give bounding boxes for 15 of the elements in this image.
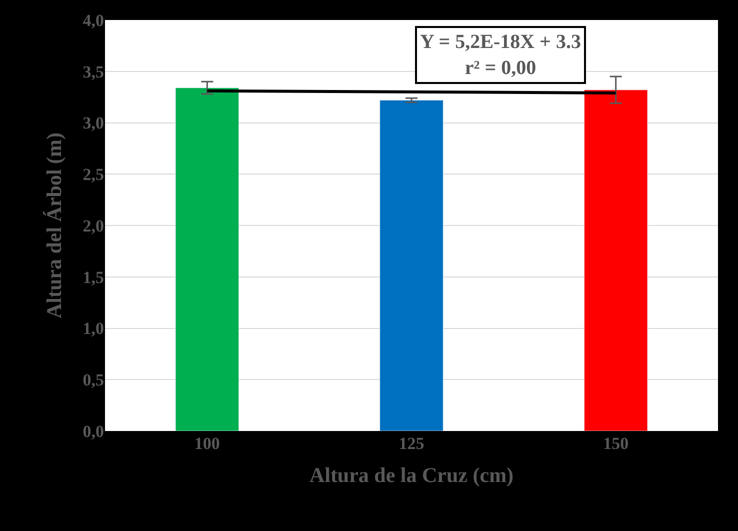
y-axis-title: Altura del Árbol (m): [42, 132, 66, 319]
y-tick-label: 2,5: [82, 165, 104, 184]
y-tick-label: 0,5: [82, 370, 104, 390]
y-tick-label: 1,5: [82, 268, 104, 287]
x-axis-title: Altura de la Cruz (cm): [309, 463, 514, 488]
x-tick-label: 100: [194, 434, 220, 453]
y-tick-label: 2,0: [82, 216, 104, 236]
y-tick-label: 1,0: [82, 319, 104, 338]
y-tick-label: 0,0: [82, 422, 104, 441]
y-tick-label: 3,0: [82, 114, 104, 133]
x-tick-label: 125: [398, 434, 424, 453]
y-tick-label: 4,0: [82, 10, 104, 30]
x-tick-label: 150: [603, 434, 629, 453]
annotation: Y = 5,2E-18X + 3.3 r² = 0,00: [420, 31, 581, 79]
y-tick-label: 3,5: [82, 62, 104, 82]
